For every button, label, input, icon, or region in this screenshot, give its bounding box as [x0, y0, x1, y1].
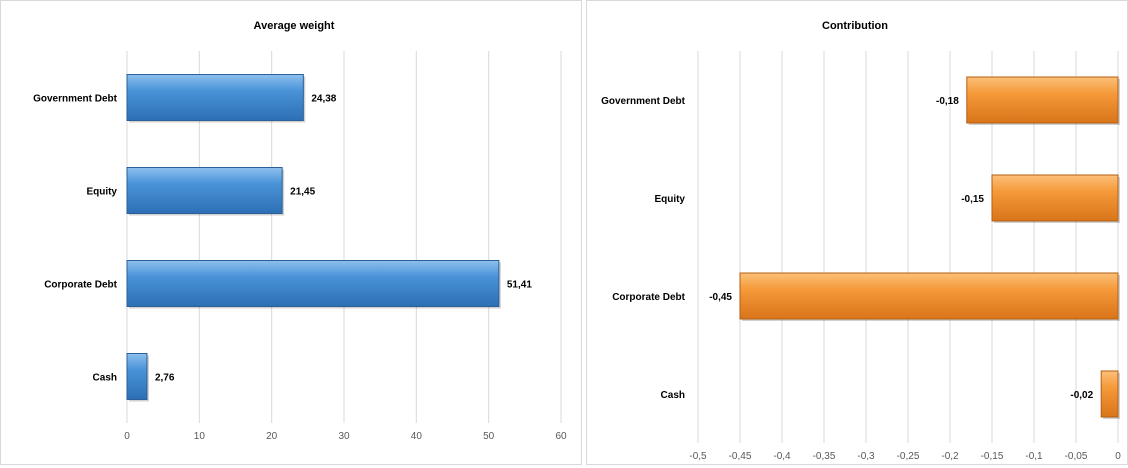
x-tick-label: 0: [1115, 451, 1121, 462]
category-label: Government Debt: [601, 96, 686, 107]
data-label: -0,45: [709, 292, 732, 303]
bar: [1100, 370, 1119, 418]
x-tick-label: -0,2: [941, 451, 959, 462]
x-tick-label: 20: [266, 431, 278, 442]
data-label: 24,38: [311, 94, 336, 105]
x-tick-label: -0,15: [981, 451, 1004, 462]
data-label: -0,18: [936, 96, 959, 107]
bar: [126, 353, 148, 400]
x-tick-label: 50: [483, 431, 495, 442]
chart-title: Average weight: [254, 20, 335, 32]
x-tick-label: -0,1: [1025, 451, 1043, 462]
chart-title: Contribution: [822, 20, 888, 32]
x-tick-label: -0,25: [897, 451, 920, 462]
bar: [739, 272, 1119, 320]
x-tick-label: 40: [411, 431, 423, 442]
category-label: Cash: [93, 373, 117, 384]
x-tick-label: -0,3: [857, 451, 875, 462]
bar: [126, 74, 304, 121]
bar: [966, 76, 1119, 124]
category-label: Corporate Debt: [44, 280, 117, 291]
contribution-chart: Contribution -0,5 -0,45 -0,4 -0,35 -0,3 -0,25…: [601, 20, 1121, 462]
x-tick-label: -0,4: [773, 451, 791, 462]
category-label: Government Debt: [33, 94, 118, 105]
data-label: -0,15: [961, 194, 984, 205]
category-label: Corporate Debt: [612, 292, 685, 303]
average-weight-chart: Average weight 0 10 20 30 40 50 60 Government D…: [33, 20, 567, 442]
x-tick-label: 0: [124, 431, 130, 442]
contribution-chart-panel: Contribution -0,5 -0,45 -0,4 -0,35 -0,3 -0,25…: [586, 0, 1128, 465]
x-tick-label: 10: [194, 431, 206, 442]
x-tick-label: 30: [338, 431, 350, 442]
x-tick-label: -0,05: [1065, 451, 1088, 462]
category-label: Equity: [86, 187, 117, 198]
x-tick-label: -0,35: [813, 451, 836, 462]
x-tick-label: 60: [555, 431, 567, 442]
bar: [126, 260, 500, 307]
category-label: Cash: [661, 390, 685, 401]
data-label: 2,76: [155, 373, 175, 384]
data-label: -0,02: [1070, 390, 1093, 401]
data-label: 51,41: [507, 280, 532, 291]
bar: [126, 167, 283, 214]
data-label: 21,45: [290, 187, 315, 198]
x-tick-label: -0,5: [689, 451, 707, 462]
x-tick-label: -0,45: [729, 451, 752, 462]
average-weight-chart-panel: Average weight 0 10 20 30 40 50 60 Government D…: [0, 0, 582, 465]
category-label: Equity: [654, 194, 685, 205]
bar: [991, 174, 1119, 222]
